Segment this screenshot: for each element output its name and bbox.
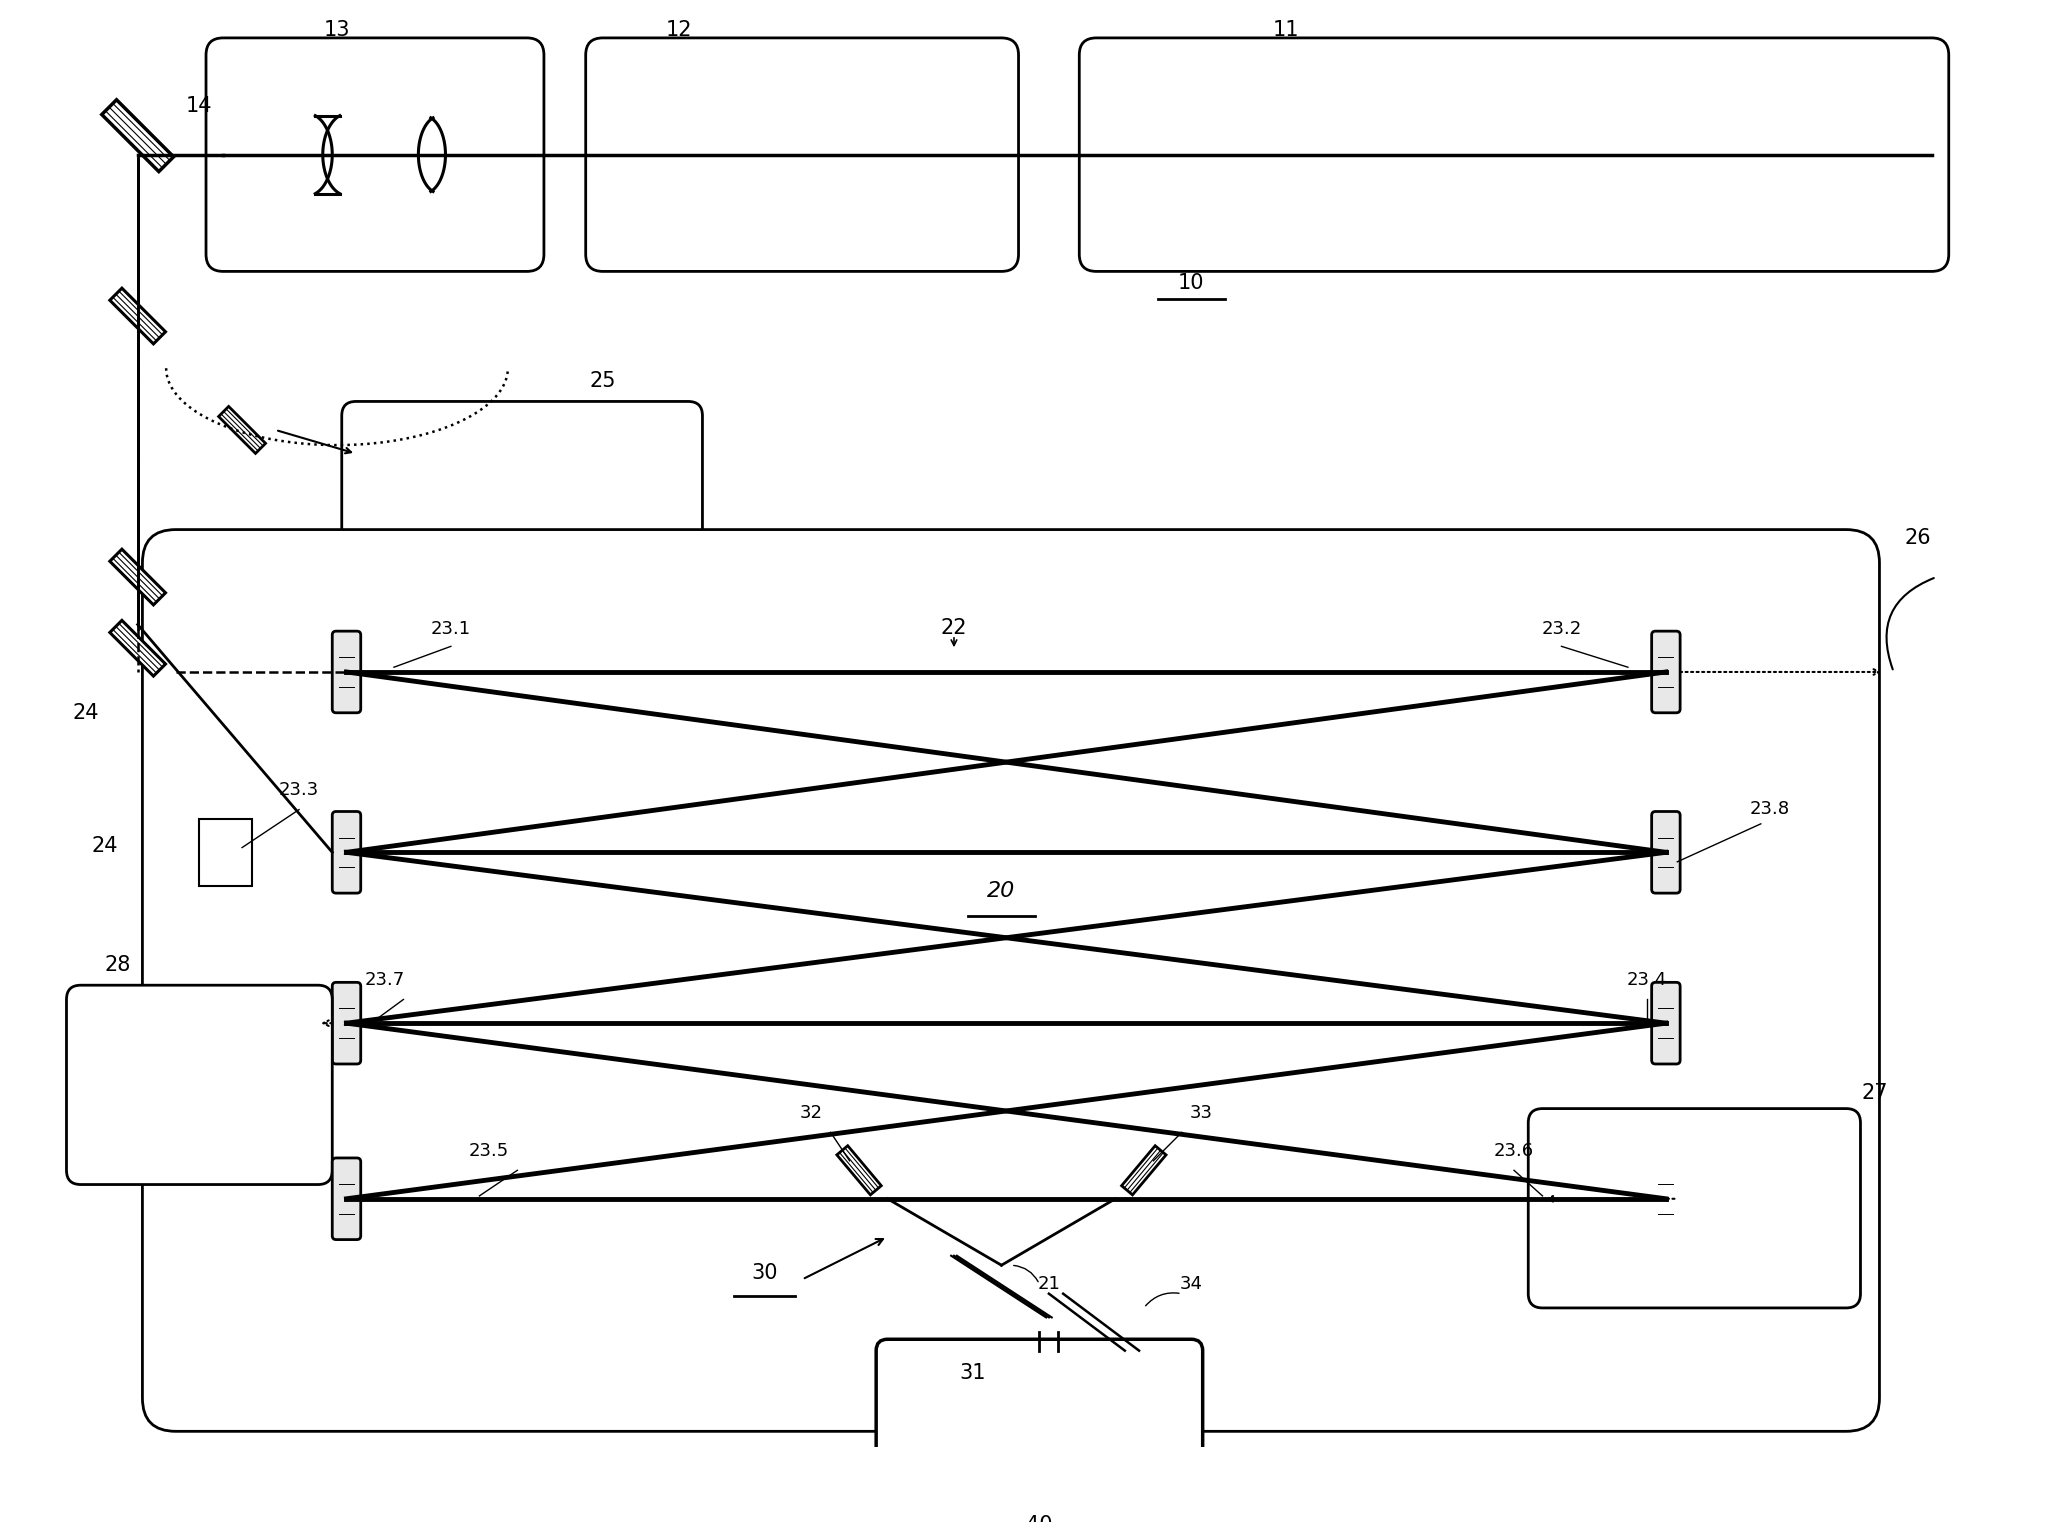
- Text: 32: 32: [800, 1103, 823, 1122]
- FancyBboxPatch shape: [1652, 1158, 1681, 1239]
- Text: 23.8: 23.8: [1748, 801, 1790, 819]
- Text: 13: 13: [323, 20, 350, 40]
- FancyBboxPatch shape: [333, 982, 360, 1064]
- Text: 12: 12: [666, 20, 691, 40]
- Polygon shape: [109, 288, 165, 344]
- Text: 23.5: 23.5: [469, 1142, 508, 1160]
- Polygon shape: [837, 1146, 880, 1195]
- Text: 24: 24: [72, 703, 99, 723]
- Text: 22: 22: [940, 618, 967, 638]
- Text: 23.7: 23.7: [364, 971, 405, 989]
- Text: 10: 10: [1179, 272, 1205, 292]
- FancyBboxPatch shape: [876, 1339, 1203, 1522]
- FancyBboxPatch shape: [341, 402, 701, 577]
- Text: 23.6: 23.6: [1493, 1142, 1535, 1160]
- Polygon shape: [218, 406, 265, 454]
- FancyBboxPatch shape: [142, 530, 1880, 1431]
- FancyBboxPatch shape: [1652, 632, 1681, 712]
- FancyBboxPatch shape: [1528, 1108, 1860, 1307]
- Text: 11: 11: [1273, 20, 1300, 40]
- Text: 23.2: 23.2: [1541, 619, 1582, 638]
- Text: 20: 20: [987, 881, 1016, 901]
- Text: 27: 27: [1862, 1084, 1888, 1103]
- FancyBboxPatch shape: [1652, 811, 1681, 893]
- FancyBboxPatch shape: [586, 38, 1018, 271]
- FancyBboxPatch shape: [206, 38, 543, 271]
- Bar: [200, 819, 251, 886]
- Polygon shape: [101, 100, 173, 172]
- Polygon shape: [1121, 1146, 1166, 1195]
- FancyBboxPatch shape: [333, 632, 360, 712]
- Text: 23.4: 23.4: [1627, 971, 1666, 989]
- Text: 14: 14: [185, 96, 212, 116]
- Text: 31: 31: [961, 1364, 985, 1383]
- FancyBboxPatch shape: [333, 811, 360, 893]
- Text: 28: 28: [105, 954, 132, 976]
- Text: 26: 26: [1905, 528, 1932, 548]
- Text: 33: 33: [1189, 1103, 1212, 1122]
- Text: 34: 34: [1181, 1275, 1203, 1294]
- Polygon shape: [109, 549, 165, 604]
- Text: 24: 24: [91, 836, 117, 857]
- Text: 25: 25: [590, 371, 615, 391]
- FancyBboxPatch shape: [1652, 982, 1681, 1064]
- FancyBboxPatch shape: [66, 985, 333, 1184]
- Text: 40: 40: [1026, 1514, 1053, 1522]
- FancyBboxPatch shape: [333, 1158, 360, 1239]
- Text: 23.3: 23.3: [280, 781, 319, 799]
- Text: 30: 30: [751, 1263, 778, 1283]
- FancyBboxPatch shape: [1080, 38, 1948, 271]
- Text: 21: 21: [1037, 1275, 1059, 1294]
- Polygon shape: [109, 621, 165, 676]
- Text: 23.1: 23.1: [430, 619, 471, 638]
